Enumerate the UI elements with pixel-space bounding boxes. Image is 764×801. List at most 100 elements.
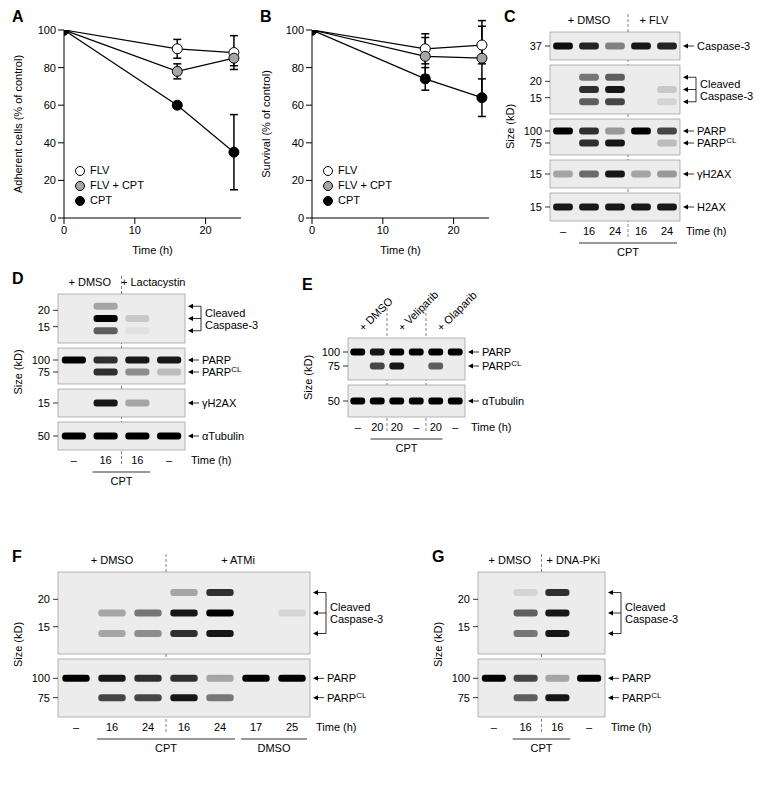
svg-text:40: 40 xyxy=(292,137,304,149)
svg-text:100: 100 xyxy=(38,24,56,36)
svg-text:+ Veliparib: + Veliparib xyxy=(395,288,440,333)
svg-text:20: 20 xyxy=(44,174,56,186)
svg-text:Cleaved: Cleaved xyxy=(330,601,370,613)
svg-text:Size (kD): Size (kD) xyxy=(504,104,516,149)
svg-text:100: 100 xyxy=(322,346,340,358)
svg-text:PARPCL: PARPCL xyxy=(327,691,367,704)
svg-text:Caspase-3: Caspase-3 xyxy=(700,90,753,102)
svg-text:–: – xyxy=(73,721,80,733)
svg-text:20: 20 xyxy=(199,224,211,236)
svg-text:100: 100 xyxy=(286,24,304,36)
svg-text:37: 37 xyxy=(530,40,542,52)
svg-text:Size (kD): Size (kD) xyxy=(12,349,24,394)
svg-text:60: 60 xyxy=(292,99,304,111)
svg-text:24: 24 xyxy=(214,721,226,733)
svg-text:16: 16 xyxy=(106,721,118,733)
svg-text:15: 15 xyxy=(38,397,50,409)
svg-text:+ DMSO: + DMSO xyxy=(69,276,112,288)
svg-text:PARPCL: PARPCL xyxy=(622,691,662,704)
svg-text:+ DMSO: + DMSO xyxy=(489,554,532,566)
svg-text:20: 20 xyxy=(38,304,50,316)
svg-text:+ DMSO: + DMSO xyxy=(356,295,395,334)
svg-text:G: G xyxy=(432,548,444,565)
svg-text:20: 20 xyxy=(371,421,383,433)
svg-text:75: 75 xyxy=(328,360,340,372)
svg-text:0: 0 xyxy=(61,224,67,236)
svg-text:20: 20 xyxy=(391,421,403,433)
svg-text:20: 20 xyxy=(430,421,442,433)
svg-text:PARPCL: PARPCL xyxy=(697,136,737,149)
svg-text:Cleaved: Cleaved xyxy=(625,601,665,613)
svg-text:16: 16 xyxy=(583,225,595,237)
svg-text:Time (h): Time (h) xyxy=(686,225,727,237)
svg-text:–: – xyxy=(355,421,362,433)
svg-text:100: 100 xyxy=(32,672,50,684)
svg-text:PARP: PARP xyxy=(482,346,511,358)
svg-text:Time (h): Time (h) xyxy=(316,721,357,733)
svg-text:24: 24 xyxy=(142,721,154,733)
svg-text:DMSO: DMSO xyxy=(258,742,291,754)
svg-text:20: 20 xyxy=(458,593,470,605)
svg-text:75: 75 xyxy=(38,366,50,378)
svg-text:Caspase-3: Caspase-3 xyxy=(205,319,258,331)
svg-text:Adherent cells (% of control): Adherent cells (% of control) xyxy=(12,55,24,193)
svg-text:75: 75 xyxy=(458,692,470,704)
svg-text:αTubulin: αTubulin xyxy=(482,395,524,407)
svg-text:Time (h): Time (h) xyxy=(611,721,652,733)
svg-text:24: 24 xyxy=(661,225,673,237)
svg-text:H2AX: H2AX xyxy=(697,201,726,213)
svg-text:60: 60 xyxy=(44,99,56,111)
svg-text:20: 20 xyxy=(530,75,542,87)
svg-text:Time (h): Time (h) xyxy=(380,244,421,256)
svg-text:20: 20 xyxy=(38,593,50,605)
svg-text:80: 80 xyxy=(44,62,56,74)
svg-text:+ DNA-PKi: + DNA-PKi xyxy=(547,554,601,566)
svg-text:75: 75 xyxy=(38,692,50,704)
svg-text:15: 15 xyxy=(530,92,542,104)
svg-text:–: – xyxy=(491,721,498,733)
svg-text:+ Olaparib: + Olaparib xyxy=(434,289,479,334)
svg-text:20: 20 xyxy=(292,174,304,186)
svg-text:–: – xyxy=(166,454,173,466)
svg-text:–: – xyxy=(71,454,78,466)
svg-text:–: – xyxy=(413,421,420,433)
svg-text:40: 40 xyxy=(44,137,56,149)
svg-text:15: 15 xyxy=(38,621,50,633)
svg-text:E: E xyxy=(302,276,313,293)
svg-text:CPT: CPT xyxy=(396,442,418,454)
svg-text:PARPCL: PARPCL xyxy=(202,365,242,378)
svg-text:Size (kD): Size (kD) xyxy=(432,622,444,667)
svg-text:PARP: PARP xyxy=(697,125,726,137)
svg-text:γH2AX: γH2AX xyxy=(202,397,237,409)
svg-text:25: 25 xyxy=(286,721,298,733)
svg-text:15: 15 xyxy=(458,621,470,633)
svg-text:0: 0 xyxy=(309,224,315,236)
svg-text:16: 16 xyxy=(100,454,112,466)
svg-text:80: 80 xyxy=(292,62,304,74)
svg-text:PARP: PARP xyxy=(202,354,231,366)
svg-text:50: 50 xyxy=(38,430,50,442)
svg-text:CPT: CPT xyxy=(155,742,177,754)
svg-text:20: 20 xyxy=(447,224,459,236)
svg-text:+ ATMi: + ATMi xyxy=(221,554,255,566)
svg-text:16: 16 xyxy=(551,721,563,733)
svg-text:0: 0 xyxy=(50,212,56,224)
svg-text:Time (h): Time (h) xyxy=(471,421,512,433)
svg-text:PARP: PARP xyxy=(327,672,356,684)
svg-text:10: 10 xyxy=(377,224,389,236)
svg-text:Size (kD): Size (kD) xyxy=(12,622,24,667)
svg-text:16: 16 xyxy=(131,454,143,466)
svg-text:F: F xyxy=(12,548,22,565)
svg-text:+ DMSO: + DMSO xyxy=(91,554,134,566)
svg-text:100: 100 xyxy=(32,354,50,366)
svg-text:Caspase-3: Caspase-3 xyxy=(330,613,383,625)
svg-text:Size (kD): Size (kD) xyxy=(302,355,314,400)
svg-text:16: 16 xyxy=(635,225,647,237)
svg-text:15: 15 xyxy=(38,321,50,333)
svg-text:γH2AX: γH2AX xyxy=(697,168,732,180)
svg-text:Cleaved: Cleaved xyxy=(205,307,245,319)
svg-text:Time (h): Time (h) xyxy=(191,454,232,466)
svg-text:24: 24 xyxy=(609,225,621,237)
svg-text:15: 15 xyxy=(530,201,542,213)
svg-text:Caspase-3: Caspase-3 xyxy=(697,40,750,52)
